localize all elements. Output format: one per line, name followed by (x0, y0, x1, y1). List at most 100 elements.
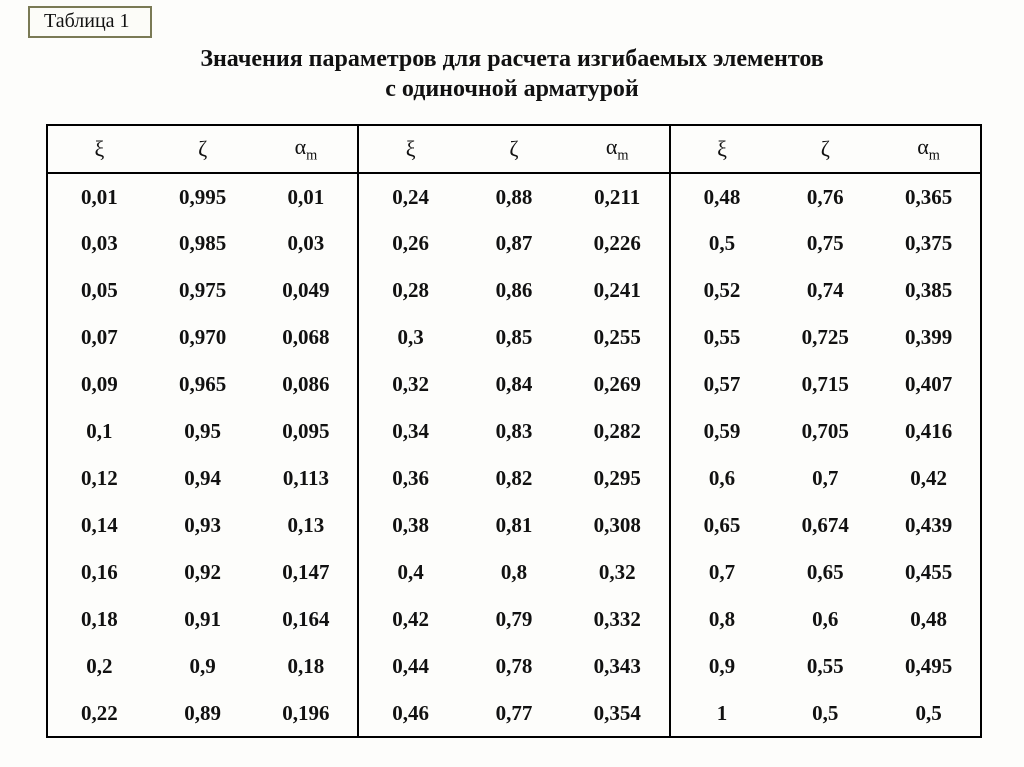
table-row: 0,010,9950,010,240,880,2110,480,760,365 (47, 173, 981, 220)
table-cell: 0,38 (358, 502, 462, 549)
table-cell: 0,439 (877, 502, 981, 549)
table-cell: 0,725 (773, 314, 877, 361)
parameters-table: ξ ζ αm ξ ζ αm ξ ζ αm 0,010,9950,010,240,… (46, 124, 982, 738)
table-cell: 0,4 (358, 549, 462, 596)
table-cell: 0,79 (462, 596, 566, 643)
col-header-xi: ξ (358, 125, 462, 173)
tab-label: Таблица 1 (44, 10, 130, 32)
table-cell: 0,42 (358, 596, 462, 643)
table-cell: 0,91 (151, 596, 255, 643)
col-header-alpha-m: αm (566, 125, 670, 173)
col-header-xi: ξ (47, 125, 151, 173)
table-cell: 0,87 (462, 220, 566, 267)
table-cell: 0,282 (566, 408, 670, 455)
table-cell: 0,65 (670, 502, 774, 549)
table-cell: 0,03 (47, 220, 151, 267)
table-cell: 0,985 (151, 220, 255, 267)
table-cell: 0,81 (462, 502, 566, 549)
parameters-table-wrap: ξ ζ αm ξ ζ αm ξ ζ αm 0,010,9950,010,240,… (46, 124, 982, 738)
table-cell: 0,455 (877, 549, 981, 596)
table-cell: 0,5 (670, 220, 774, 267)
table-cell: 0,3 (358, 314, 462, 361)
table-cell: 0,52 (670, 267, 774, 314)
table-cell: 0,09 (47, 361, 151, 408)
table-cell: 0,8 (670, 596, 774, 643)
table-cell: 0,42 (877, 455, 981, 502)
table-cell: 0,354 (566, 690, 670, 737)
table-cell: 0,407 (877, 361, 981, 408)
table-cell: 0,55 (670, 314, 774, 361)
table-row: 0,140,930,130,380,810,3080,650,6740,439 (47, 502, 981, 549)
table-cell: 0,05 (47, 267, 151, 314)
table-cell: 0,22 (47, 690, 151, 737)
table-cell: 0,5 (877, 690, 981, 737)
title-line-1: Значения параметров для расчета изгибаем… (0, 44, 1024, 74)
col-header-alpha-m: αm (877, 125, 981, 173)
table-cell: 0,399 (877, 314, 981, 361)
table-cell: 0,65 (773, 549, 877, 596)
table-tab: Таблица 1 (28, 6, 152, 38)
table-cell: 0,26 (358, 220, 462, 267)
table-cell: 0,44 (358, 643, 462, 690)
title-line-2: с одиночной арматурой (0, 74, 1024, 104)
table-row: 0,10,950,0950,340,830,2820,590,7050,416 (47, 408, 981, 455)
table-cell: 0,48 (670, 173, 774, 220)
table-cell: 0,32 (566, 549, 670, 596)
table-cell: 0,01 (255, 173, 359, 220)
table-row: 0,160,920,1470,40,80,320,70,650,455 (47, 549, 981, 596)
table-cell: 0,705 (773, 408, 877, 455)
table-row: 0,120,940,1130,360,820,2950,60,70,42 (47, 455, 981, 502)
table-cell: 0,76 (773, 173, 877, 220)
table-cell: 0,196 (255, 690, 359, 737)
table-cell: 0,18 (47, 596, 151, 643)
table-cell: 0,1 (47, 408, 151, 455)
table-cell: 0,164 (255, 596, 359, 643)
table-cell: 0,85 (462, 314, 566, 361)
table-cell: 0,332 (566, 596, 670, 643)
table-cell: 0,83 (462, 408, 566, 455)
table-cell: 0,995 (151, 173, 255, 220)
table-cell: 0,241 (566, 267, 670, 314)
table-cell: 0,07 (47, 314, 151, 361)
table-cell: 0,5 (773, 690, 877, 737)
table-cell: 0,7 (773, 455, 877, 502)
table-cell: 0,7 (670, 549, 774, 596)
table-cell: 0,970 (151, 314, 255, 361)
table-cell: 0,365 (877, 173, 981, 220)
table-row: 0,180,910,1640,420,790,3320,80,60,48 (47, 596, 981, 643)
table-cell: 0,295 (566, 455, 670, 502)
table-cell: 0,75 (773, 220, 877, 267)
table-cell: 0,78 (462, 643, 566, 690)
table-cell: 0,965 (151, 361, 255, 408)
table-cell: 0,049 (255, 267, 359, 314)
table-cell: 0,13 (255, 502, 359, 549)
table-cell: 0,8 (462, 549, 566, 596)
table-row: 0,050,9750,0490,280,860,2410,520,740,385 (47, 267, 981, 314)
col-header-xi: ξ (670, 125, 774, 173)
table-cell: 0,269 (566, 361, 670, 408)
table-cell: 0,9 (670, 643, 774, 690)
table-cell: 0,147 (255, 549, 359, 596)
table-cell: 0,55 (773, 643, 877, 690)
table-row: 0,030,9850,030,260,870,2260,50,750,375 (47, 220, 981, 267)
table-cell: 0,24 (358, 173, 462, 220)
table-body: 0,010,9950,010,240,880,2110,480,760,3650… (47, 173, 981, 737)
table-cell: 0,57 (670, 361, 774, 408)
table-cell: 0,14 (47, 502, 151, 549)
table-cell: 0,6 (670, 455, 774, 502)
table-cell: 0,226 (566, 220, 670, 267)
table-cell: 0,59 (670, 408, 774, 455)
table-cell: 0,9 (151, 643, 255, 690)
table-cell: 0,211 (566, 173, 670, 220)
table-cell: 0,74 (773, 267, 877, 314)
table-row: 0,070,9700,0680,30,850,2550,550,7250,399 (47, 314, 981, 361)
table-cell: 0,343 (566, 643, 670, 690)
table-cell: 0,715 (773, 361, 877, 408)
table-header-row: ξ ζ αm ξ ζ αm ξ ζ αm (47, 125, 981, 173)
table-cell: 0,18 (255, 643, 359, 690)
table-cell: 0,46 (358, 690, 462, 737)
table-cell: 0,2 (47, 643, 151, 690)
col-header-zeta: ζ (773, 125, 877, 173)
table-cell: 0,92 (151, 549, 255, 596)
table-cell: 0,113 (255, 455, 359, 502)
